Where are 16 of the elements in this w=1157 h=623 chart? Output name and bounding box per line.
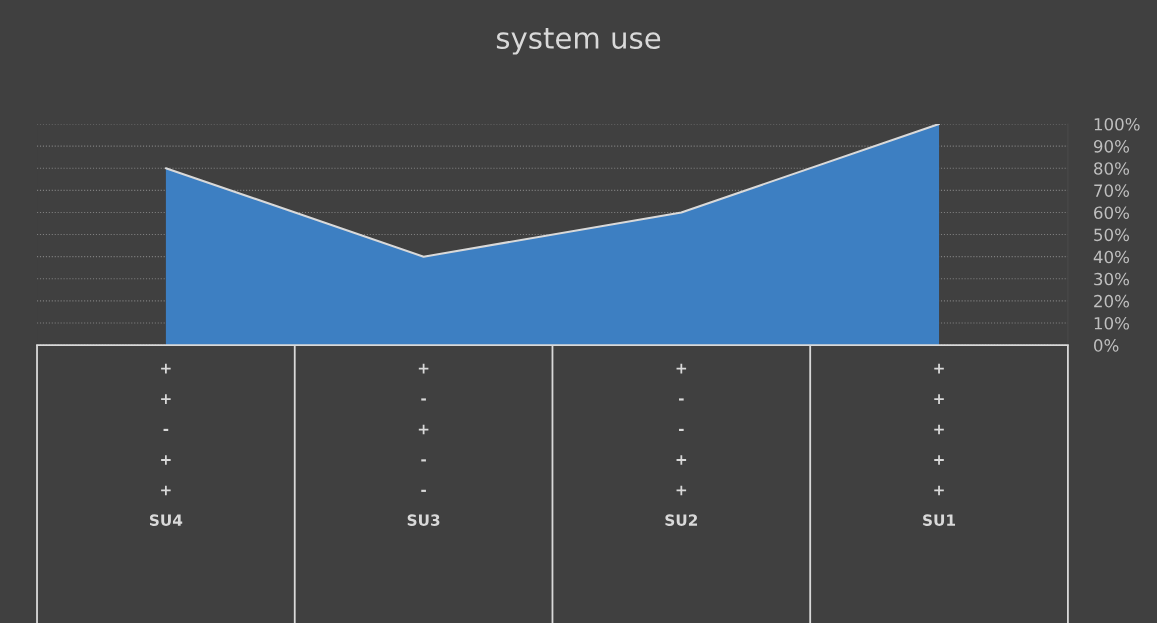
y-tick-label: 20% xyxy=(1094,294,1130,308)
y-tick-label: 40% xyxy=(1093,250,1130,264)
category-label: + + - + + SU4 xyxy=(149,363,183,526)
y-tick-label: 30% xyxy=(1094,272,1130,286)
y-tick-label: 90% xyxy=(1093,140,1130,153)
category-label: + - - + + SU2 xyxy=(665,363,698,526)
y-tick-label: 60% xyxy=(1094,206,1130,220)
category-label: + + + + + SU1 xyxy=(923,363,956,526)
y-tick-label: 0% xyxy=(1094,339,1119,352)
chart-title: system use xyxy=(496,28,661,55)
y-tick-label: 70% xyxy=(1094,184,1130,197)
category-label: + - + - - SU3 xyxy=(407,363,440,526)
y-tick-label: 50% xyxy=(1094,228,1130,242)
y-tick-label: 100% xyxy=(1094,117,1140,131)
y-tick-label: 10% xyxy=(1094,316,1130,330)
y-tick-label: 80% xyxy=(1094,162,1130,175)
